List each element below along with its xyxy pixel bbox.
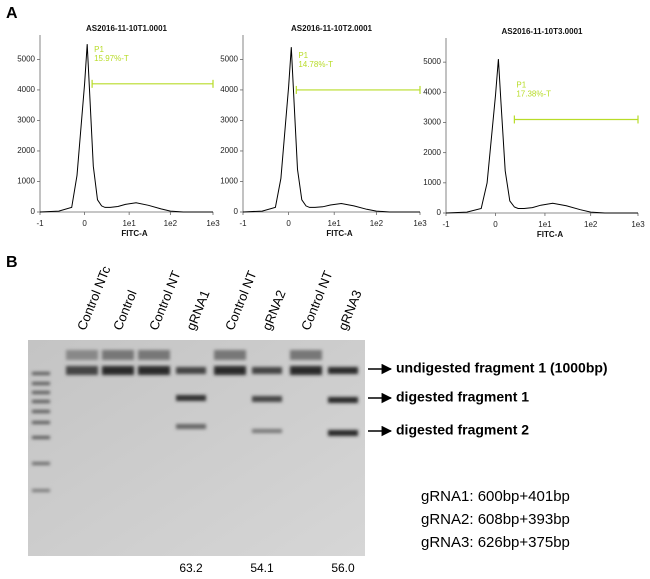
lane-label: Control NT — [298, 268, 335, 332]
chart-title: AS2016-11-10T2.0001 — [291, 24, 373, 33]
gel-background — [28, 340, 365, 556]
lane-label: gRNA3 — [335, 288, 365, 332]
x-tick-label: -1 — [442, 220, 450, 229]
x-tick-label: 1e3 — [206, 219, 220, 228]
y-tick-label: 5000 — [17, 55, 35, 64]
y-tick-label: 2000 — [423, 148, 441, 157]
y-tick-label: 1000 — [423, 178, 441, 187]
gel-bands — [32, 350, 358, 492]
band-label: undigested fragment 1 (1000bp) — [396, 360, 608, 376]
y-tick-label: 4000 — [17, 85, 35, 94]
x-tick-label: -1 — [239, 219, 247, 228]
gate-label: 15.97%-T — [94, 54, 129, 63]
y-tick-label: 1000 — [220, 177, 238, 186]
y-tick-label: 5000 — [220, 55, 238, 64]
lane-label: Control NT — [222, 268, 259, 332]
lane-label: Control — [110, 288, 140, 333]
histogram-line — [242, 47, 420, 213]
y-tick-label: 2000 — [17, 146, 35, 155]
histogram-line — [39, 44, 213, 213]
lane-label: Control NT — [146, 268, 183, 332]
cleavage-value: 54.1 — [250, 561, 274, 575]
x-tick-label: 1e2 — [584, 220, 598, 229]
y-tick-label: 0 — [31, 207, 36, 216]
x-tick-label: 0 — [82, 219, 87, 228]
x-tick-label: 1e3 — [413, 219, 427, 228]
y-tick-label: 3000 — [423, 118, 441, 127]
panel-label: A — [6, 5, 18, 22]
x-tick-label: 1e1 — [122, 219, 136, 228]
panel-label: B — [6, 254, 18, 271]
y-tick-label: 0 — [234, 207, 239, 216]
x-tick-label: 0 — [493, 220, 498, 229]
x-tick-label: 1e1 — [328, 219, 342, 228]
y-tick-label: 1000 — [17, 177, 35, 186]
band-label: digested fragment 2 — [396, 422, 529, 438]
x-tick-label: 1e1 — [538, 220, 552, 229]
x-axis-label: FITC-A — [326, 229, 352, 238]
y-tick-label: 3000 — [220, 116, 238, 125]
product-size: gRNA1: 600bp+401bp — [421, 488, 570, 505]
chart-title: AS2016-11-10T3.0001 — [502, 27, 584, 36]
lane-label: gRNA2 — [259, 288, 289, 332]
y-tick-label: 2000 — [220, 146, 238, 155]
x-tick-label: -1 — [36, 219, 44, 228]
product-size: gRNA2: 608bp+393bp — [421, 511, 570, 528]
x-axis-label: FITC-A — [121, 229, 147, 238]
chart-title: AS2016-11-10T1.0001 — [86, 24, 168, 33]
gate-label: 14.78%-T — [298, 60, 333, 69]
lane-label: Control NTc — [74, 263, 114, 332]
cleavage-value: 56.0 — [331, 561, 355, 575]
product-size: gRNA3: 626bp+375bp — [421, 534, 570, 551]
gate-name: P1 — [298, 51, 308, 60]
histogram-line — [445, 59, 638, 214]
y-tick-label: 5000 — [423, 57, 441, 66]
y-tick-label: 3000 — [17, 116, 35, 125]
y-tick-label: 0 — [437, 208, 442, 217]
cleavage-value: 63.2 — [179, 561, 203, 575]
y-tick-label: 4000 — [220, 85, 238, 94]
lane-label: gRNA1 — [183, 288, 213, 332]
x-tick-label: 0 — [286, 219, 291, 228]
gate-label: 17.38%-T — [516, 90, 551, 99]
gel-image — [28, 340, 365, 556]
gate-name: P1 — [94, 45, 104, 54]
gate-name: P1 — [516, 81, 526, 90]
band-label: digested fragment 1 — [396, 389, 529, 405]
x-tick-label: 1e3 — [631, 220, 645, 229]
x-axis-label: FITC-A — [537, 230, 563, 239]
x-tick-label: 1e2 — [370, 219, 384, 228]
x-tick-label: 1e2 — [164, 219, 178, 228]
y-tick-label: 4000 — [423, 87, 441, 96]
